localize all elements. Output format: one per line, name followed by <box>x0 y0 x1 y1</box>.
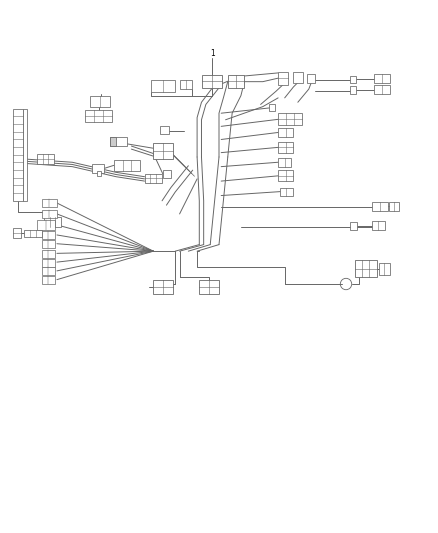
Bar <box>90 96 110 107</box>
Bar <box>42 250 55 258</box>
Bar <box>160 126 169 134</box>
Bar <box>110 137 116 147</box>
Bar <box>23 109 27 201</box>
Bar <box>180 80 192 89</box>
Bar <box>151 80 175 92</box>
Bar <box>163 170 171 178</box>
Bar <box>24 230 42 237</box>
Bar <box>293 71 303 83</box>
Bar <box>372 221 385 230</box>
Bar <box>379 263 390 275</box>
Bar <box>13 109 23 201</box>
Bar <box>278 170 293 181</box>
Bar <box>269 104 275 111</box>
Bar <box>280 188 293 196</box>
Bar <box>42 268 55 275</box>
Bar <box>389 202 399 211</box>
Bar <box>42 259 55 266</box>
Bar <box>44 217 61 227</box>
Bar <box>110 137 127 147</box>
Bar <box>13 229 21 238</box>
Bar <box>42 231 55 239</box>
Bar <box>42 240 55 248</box>
Bar <box>42 199 57 207</box>
Bar <box>307 74 315 84</box>
Bar <box>278 142 293 152</box>
Bar <box>153 142 173 159</box>
Bar <box>278 113 302 125</box>
Bar <box>350 76 356 84</box>
Bar <box>350 86 356 94</box>
Bar <box>202 75 222 88</box>
Text: 1: 1 <box>210 50 215 59</box>
Bar <box>153 280 173 294</box>
Bar <box>37 154 54 164</box>
Bar <box>350 222 357 230</box>
Bar <box>199 280 219 294</box>
Bar <box>278 71 288 85</box>
Bar <box>228 75 244 88</box>
Bar <box>278 128 293 138</box>
Bar <box>355 260 377 278</box>
Bar <box>42 209 57 219</box>
Bar <box>374 74 390 84</box>
Bar <box>145 174 162 183</box>
Bar <box>97 171 101 176</box>
Bar <box>372 202 388 211</box>
Bar <box>37 220 55 230</box>
Bar <box>85 110 112 122</box>
Bar <box>114 159 140 171</box>
Bar <box>278 158 291 167</box>
Bar <box>374 85 390 94</box>
Bar <box>42 276 55 284</box>
Bar <box>92 164 104 173</box>
